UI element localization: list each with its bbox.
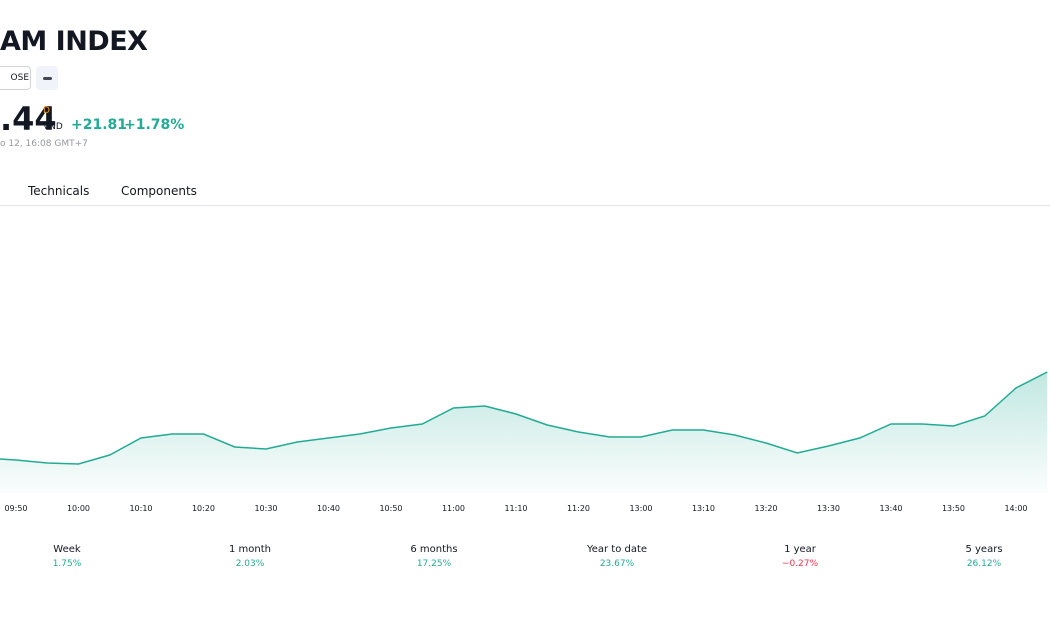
tab[interactable]: Components: [121, 184, 197, 198]
price-change-percent: +1.78%: [124, 117, 185, 133]
price-change: +21.81: [71, 117, 128, 133]
x-tick-label: 09:50: [4, 504, 27, 513]
x-tick-label: 10:50: [379, 504, 402, 513]
x-tick-label: 11:20: [567, 504, 590, 513]
chart: 09:50 10:00 10:10 10:20 10:30 10:40 10:50 11:00…: [0, 371, 1048, 513]
minus-icon: [43, 77, 52, 80]
x-tick-label: 14:00: [1004, 504, 1027, 513]
collapse-button[interactable]: [36, 66, 58, 90]
x-tick-label: 11:00: [442, 504, 465, 513]
symbol-title: AM INDEX: [0, 26, 148, 57]
x-tick-label: 13:10: [692, 504, 715, 513]
x-tick-label: 10:20: [192, 504, 215, 513]
x-tick-label: 13:40: [879, 504, 902, 513]
price: .44: [0, 100, 57, 138]
divider: [0, 205, 1050, 206]
x-tick-label: 13:00: [629, 504, 652, 513]
price-line: [0, 371, 1048, 465]
price-flag: D: [43, 106, 50, 116]
performance-value: −0.27%: [781, 559, 819, 569]
performance-value: 2.03%: [235, 559, 265, 569]
performance-label: 1 year: [784, 544, 816, 555]
performance-label: Year to date: [586, 544, 648, 555]
tab[interactable]: Technicals: [28, 184, 90, 198]
x-tick-label: 10:00: [67, 504, 90, 513]
exchange-button[interactable]: OSE: [0, 66, 31, 90]
timestamp: o 12, 16:08 GMT+7: [0, 139, 88, 149]
performance-value: 17.25%: [416, 559, 452, 569]
performance-value: 23.67%: [599, 559, 635, 569]
currency: VND: [43, 122, 63, 132]
performance-label: Week: [53, 544, 81, 555]
performance-label: 6 months: [410, 544, 458, 555]
x-tick-label: 10:30: [254, 504, 277, 513]
performance-label: 1 month: [229, 544, 271, 555]
area-fill: [0, 372, 1048, 493]
performance-label: 5 years: [965, 544, 1003, 555]
performance-value: 26.12%: [966, 559, 1002, 569]
performance-value: 1.75%: [52, 559, 82, 569]
x-tick-label: 13:50: [942, 504, 965, 513]
x-tick-label: 10:40: [317, 504, 340, 513]
x-tick-label: 11:10: [504, 504, 527, 513]
x-tick-label: 13:20: [754, 504, 777, 513]
x-tick-label: 10:10: [129, 504, 152, 513]
x-tick-label: 13:30: [817, 504, 840, 513]
